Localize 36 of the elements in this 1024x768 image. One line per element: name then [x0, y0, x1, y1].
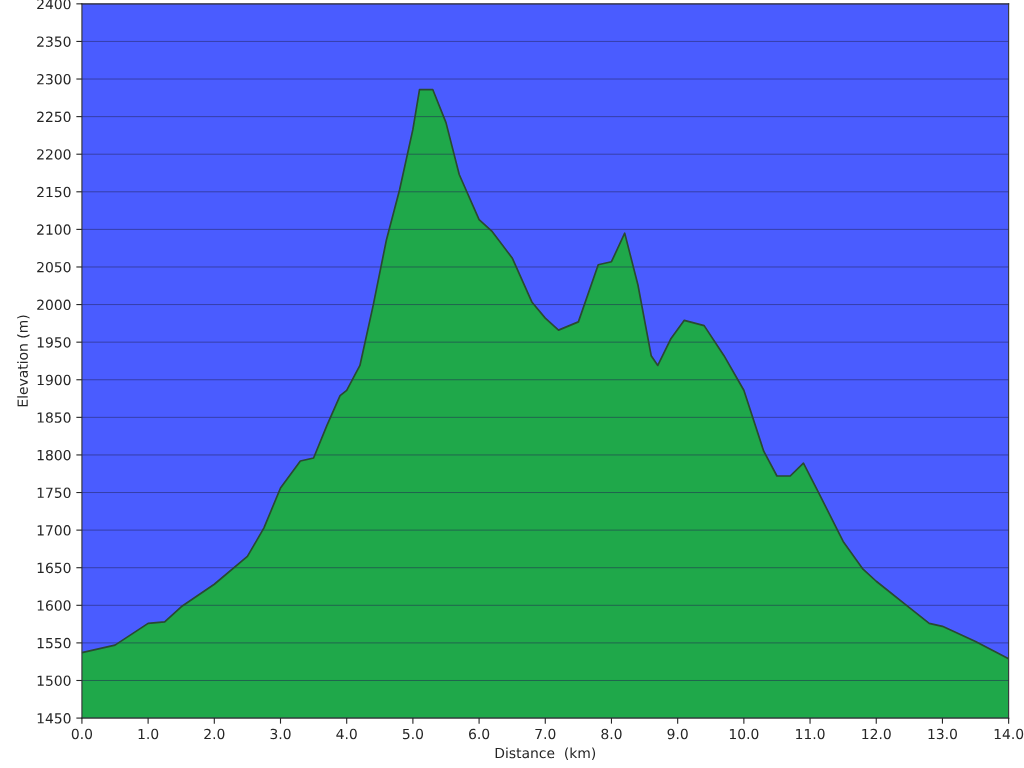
y-tick-label: 1600 [37, 600, 71, 611]
y-tick-label: 1450 [37, 713, 71, 724]
x-tick-label: 13.0 [928, 728, 957, 740]
x-tick-label: 12.0 [862, 728, 891, 740]
x-tick-label: 1.0 [138, 728, 159, 740]
y-tick-label: 1750 [37, 487, 71, 498]
x-tick-label: 10.0 [729, 728, 759, 740]
y-tick-label: 1550 [37, 637, 71, 649]
y-tick-label: 2000 [37, 299, 71, 311]
x-tick-label: 0.0 [71, 728, 93, 740]
y-tick-label: 1500 [37, 675, 71, 686]
y-tick-label: 1950 [37, 337, 71, 348]
y-tick-label: 2100 [37, 224, 71, 235]
x-tick-label: 5.0 [402, 728, 424, 740]
y-tick-label: 2150 [37, 186, 71, 198]
x-tick-label: 8.0 [601, 728, 622, 740]
y-tick-label: 2300 [37, 73, 71, 85]
y-tick-label: 1900 [37, 374, 71, 386]
x-tick-label: 3.0 [270, 728, 291, 740]
y-tick-label: 2050 [37, 261, 71, 273]
y-tick-label: 1800 [37, 449, 71, 461]
x-tick-label: 4.0 [336, 728, 357, 740]
x-axis-title: Distance (km) [495, 747, 596, 760]
x-tick-label: 7.0 [535, 728, 556, 740]
x-tick-label: 9.0 [667, 728, 688, 740]
y-axis-title: Elevation (m) [17, 315, 30, 407]
y-tick-label: 2350 [37, 36, 71, 47]
y-tick-label: 1700 [37, 525, 71, 536]
x-tick-label: 2.0 [204, 728, 225, 740]
x-tick-label: 11.0 [796, 728, 825, 740]
y-tick-label: 1650 [37, 562, 71, 574]
x-tick-label: 6.0 [469, 728, 490, 740]
y-tick-label: 2200 [37, 149, 71, 160]
y-tick-label: 2250 [37, 111, 71, 123]
y-tick-label: 1850 [37, 412, 71, 423]
x-tick-label: 14.0 [994, 728, 1024, 740]
